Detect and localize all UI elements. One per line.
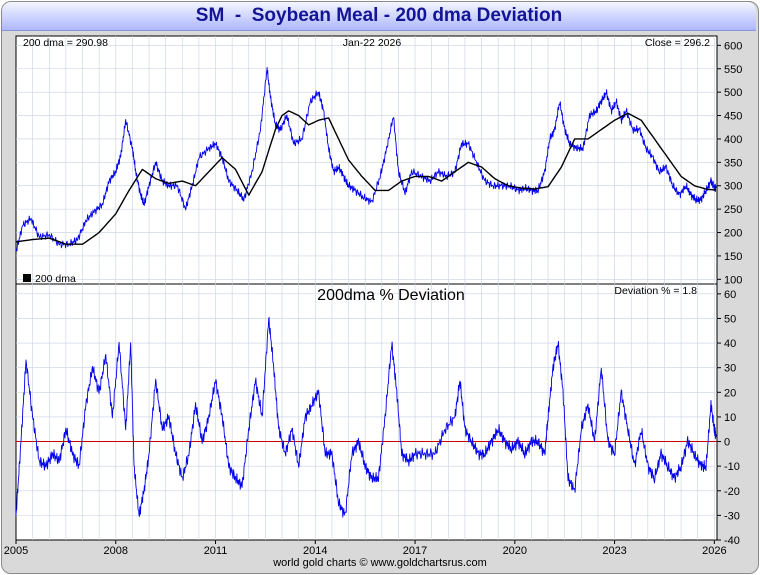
deviation-y-tick-label: 60 — [724, 289, 736, 301]
deviation-y-tick-label: -30 — [724, 510, 740, 522]
deviation-y-tick-label: -10 — [724, 461, 740, 473]
deviation-subtitle: 200dma % Deviation — [317, 287, 465, 304]
date-label: Jan-22 2026 — [343, 37, 402, 49]
x-tick-label: 2020 — [503, 545, 527, 557]
deviation-y-tick-label: 30 — [724, 363, 736, 375]
deviation-y-tick-label: 0 — [724, 437, 730, 449]
deviation-y-tick-label: 50 — [724, 313, 736, 325]
deviation-y-tick-label: -20 — [724, 486, 740, 498]
price-y-tick-label: 200 — [724, 228, 742, 240]
x-tick-label: 2017 — [403, 545, 427, 557]
price-y-tick-label: 350 — [724, 157, 742, 169]
price-y-tick-label: 250 — [724, 204, 742, 216]
price-y-tick-label: 150 — [724, 251, 742, 263]
x-tick-label: 2005 — [4, 545, 28, 557]
axis-labels: 100150200250300350400450500550600-40-30-… — [4, 40, 743, 557]
x-tick-label: 2014 — [303, 545, 327, 557]
legend-swatch-200dma — [23, 274, 31, 282]
deviation-y-tick-label: 20 — [724, 387, 736, 399]
deviation-series-line — [15, 316, 717, 518]
price-y-tick-label: 500 — [724, 87, 742, 99]
price-y-tick-label: 550 — [724, 64, 742, 76]
close-label: Close = 296.2 — [645, 37, 710, 49]
deviation-y-tick-label: 40 — [724, 338, 736, 350]
price-y-tick-label: 600 — [724, 40, 742, 52]
deviation-panel — [15, 283, 718, 541]
x-tick-label: 2011 — [204, 545, 228, 557]
deviation-plot — [15, 316, 717, 518]
x-tick-label: 2026 — [702, 545, 726, 557]
legend-label-200dma: 200 dma — [35, 273, 76, 285]
deviation-y-tick-label: -40 — [724, 535, 740, 547]
x-tick-label: 2008 — [104, 545, 128, 557]
price-y-tick-label: 100 — [724, 274, 742, 286]
deviation-value-label: Deviation % = 1.8 — [614, 285, 697, 297]
x-tick-label: 2023 — [602, 545, 626, 557]
price-series-dma — [15, 110, 716, 245]
price-plot — [15, 67, 717, 252]
price-y-tick-label: 450 — [724, 111, 742, 123]
chart-title: SM - Soybean Meal - 200 dma Deviation — [195, 5, 563, 26]
footer-credit: world gold charts © www.goldchartsrus.co… — [273, 557, 487, 569]
price-y-tick-label: 300 — [724, 181, 742, 193]
deviation-y-tick-label: 10 — [724, 412, 736, 424]
price-y-tick-label: 400 — [724, 134, 742, 146]
price-series-line — [15, 67, 717, 252]
price-panel — [15, 35, 718, 285]
deviation-grid — [16, 284, 717, 540]
title-bar: SM - Soybean Meal - 200 dma Deviation — [2, 2, 756, 31]
ma-value-label: 200 dma = 290.98 — [23, 37, 108, 49]
